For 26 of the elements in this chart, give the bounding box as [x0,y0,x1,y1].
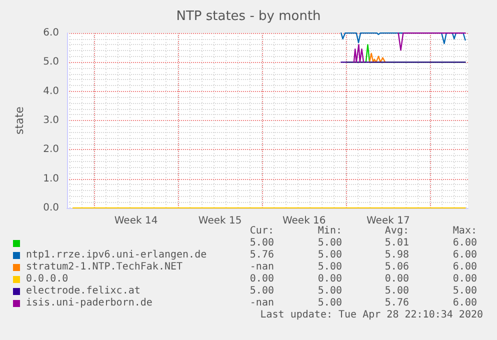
y-tick-label: 0.0 [43,202,59,214]
x-tick-label: Week 16 [282,216,326,226]
legend-label: stratum2-1.NTP.TechFak.NET [26,262,183,272]
legend-label: isis.uni-paderborn.de [26,298,152,308]
text: 5.00 5.00 5.01 6.00 [250,238,477,248]
y-tick-label: 5.0 [43,56,59,68]
text: 0.00 0.00 0.00 0.00 [250,274,477,284]
legend-label: electrode.felixc.at [26,286,140,296]
y-tick-label: 3.0 [43,115,59,126]
text: Cur: Min: Avg: Max: [250,226,477,236]
x-tick-label: Week 17 [366,216,410,226]
text: 5.00 5.00 5.00 5.00 [250,286,477,296]
text: 5.76 5.00 5.98 6.00 [250,250,477,260]
text: -nan 5.00 5.06 6.00 [250,262,477,272]
chart-title: NTP states - by month [176,9,321,24]
text: Last update: Tue Apr 28 22:10:34 2020 [260,310,484,320]
y-axis-title: state [13,106,26,134]
y-tick-label: 1.0 [43,173,59,184]
legend-label: ntp1.rrze.ipv6.uni-erlangen.de [26,250,207,260]
y-tick-label: 4.0 [43,86,59,97]
y-tick-label: 6.0 [43,28,59,38]
x-tick-label: Week 14 [114,216,158,226]
x-tick-label: Week 15 [198,216,242,226]
y-tick-label: 2.0 [43,144,59,156]
legend-label: 0.0.0.0 [26,274,68,284]
text: -nan 5.00 5.76 6.00 [250,298,477,308]
